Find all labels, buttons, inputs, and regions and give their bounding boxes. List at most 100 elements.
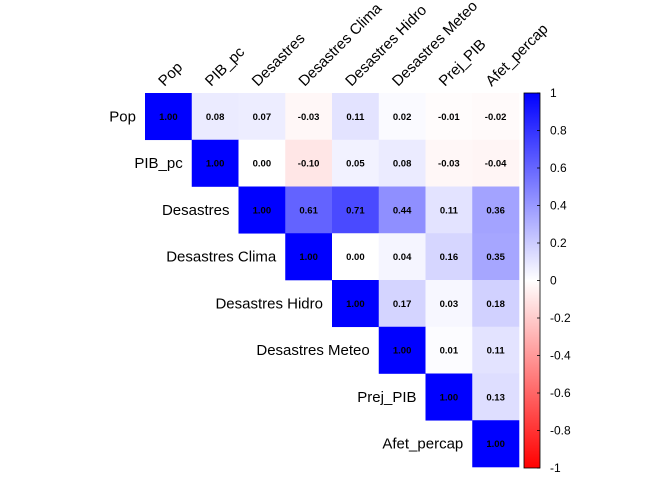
column-label: PIB_pc	[202, 43, 249, 90]
column-label: Desastres Hidro	[342, 2, 430, 90]
row-label: Desastres Hidro	[215, 295, 323, 312]
heatmap-cell	[285, 139, 333, 187]
cell-value-label: 1.00	[159, 112, 178, 123]
cell-value-label: -0.03	[438, 159, 460, 170]
legend-tick-label: 0.6	[550, 161, 567, 175]
cell-value-label: 1.00	[299, 252, 318, 263]
row-label: PIB_pc	[134, 155, 183, 172]
heatmap-cell	[238, 139, 286, 187]
heatmap-cell	[332, 93, 380, 141]
heatmap-cell	[425, 93, 473, 141]
cell-value-label: 0.11	[346, 112, 365, 123]
cell-value-label: 1.00	[206, 159, 225, 170]
cell-value-label: -0.01	[438, 112, 460, 123]
legend-tick-label: -0.6	[550, 386, 571, 400]
heatmap-cell	[191, 139, 239, 187]
cell-value-label: 1.00	[440, 392, 459, 403]
cell-value-label: 0.16	[440, 252, 459, 263]
row-label: Prej_PIB	[357, 389, 416, 406]
heatmap-cell	[425, 373, 473, 421]
heatmap-cell	[285, 93, 333, 141]
cell-value-label: -0.03	[298, 112, 320, 123]
cell-value-label: 1.00	[346, 299, 365, 310]
cell-value-label: -0.04	[485, 159, 507, 170]
heatmap-cell	[472, 326, 520, 374]
row-label: Desastres Clima	[166, 249, 277, 266]
cell-value-label: 0.05	[346, 159, 365, 170]
legend-tick-label: -0.8	[550, 424, 571, 438]
cell-value-label: 0.36	[486, 205, 505, 216]
heatmap-cell	[378, 139, 426, 187]
heatmap-cell	[378, 326, 426, 374]
cell-value-label: 0.11	[487, 346, 506, 357]
cell-value-label: 0.71	[346, 205, 365, 216]
heatmap-cell	[378, 233, 426, 281]
cell-value-label: 0.17	[393, 299, 412, 310]
legend-colorbar	[524, 93, 540, 468]
heatmap-cell	[145, 93, 193, 141]
cell-value-label: 0.18	[486, 299, 505, 310]
heatmap-cell	[472, 93, 520, 141]
cell-value-label: -0.10	[298, 159, 320, 170]
heatmap-cell	[285, 233, 333, 281]
cell-value-label: 0.44	[393, 205, 412, 216]
cell-value-label: 0.35	[486, 252, 505, 263]
heatmap-cell	[238, 186, 286, 234]
cell-value-label: 0.04	[393, 252, 412, 263]
heatmap-cell	[332, 186, 380, 234]
heatmap-cell	[425, 326, 473, 374]
heatmap-cell	[378, 93, 426, 141]
heatmap-cell	[472, 420, 520, 468]
heatmap-cell	[472, 373, 520, 421]
heatmap-cell	[332, 233, 380, 281]
row-label: Desastres Meteo	[256, 342, 369, 359]
cell-value-label: 0.61	[299, 205, 318, 216]
cell-value-label: 0.08	[206, 112, 225, 123]
color-legend: 1 0.8 0.6 0.4 0.2 0 -0.2 -0.4 -0.6 -0.8 -1	[523, 86, 571, 475]
cell-value-label: 0.00	[253, 159, 272, 170]
column-label: Desastres Clima	[295, 0, 385, 90]
heatmap-cells: 1.00 0.08 0.07 -0.03 0.11 0.02 -0.01 -0.02 1.00 0…	[145, 93, 520, 468]
heatmap-cell	[425, 186, 473, 234]
row-labels: Pop PIB_pc Desastres Desastres Clima Desastr…	[109, 108, 463, 452]
cell-value-label: 0.02	[393, 112, 412, 123]
legend-tick-label: -1	[550, 461, 561, 475]
heatmap-cell	[472, 280, 520, 328]
heatmap-cell	[472, 233, 520, 281]
legend-tick-label: 0.2	[550, 236, 567, 250]
cell-value-label: 0.00	[346, 252, 365, 263]
cell-value-label: 0.08	[393, 159, 412, 170]
heatmap-cell	[332, 280, 380, 328]
column-label: Pop	[155, 59, 186, 90]
legend-tick-label: -0.4	[550, 349, 571, 363]
cell-value-label: 0.07	[253, 112, 272, 123]
heatmap-cell	[332, 139, 380, 187]
heatmap-cell	[191, 93, 239, 141]
legend-tick-label: 0	[550, 274, 557, 288]
heatmap-cell	[425, 139, 473, 187]
heatmap-cell	[238, 93, 286, 141]
cell-value-label: 0.01	[440, 346, 459, 357]
legend-tick-label: 1	[550, 86, 557, 100]
heatmap-cell	[378, 280, 426, 328]
cell-value-label: -0.02	[485, 112, 507, 123]
cell-value-label: 1.00	[393, 346, 412, 357]
legend-ticks: 1 0.8 0.6 0.4 0.2 0 -0.2 -0.4 -0.6 -0.8 -1	[537, 86, 571, 475]
cell-value-label: 0.03	[440, 299, 459, 310]
legend-tick-label: 0.4	[550, 199, 567, 213]
heatmap-cell	[378, 186, 426, 234]
row-label: Desastres	[162, 202, 230, 219]
heatmap-cell	[472, 139, 520, 187]
cell-value-label: 1.00	[486, 439, 505, 450]
cell-value-label: 0.13	[486, 392, 505, 403]
heatmap-cell	[472, 186, 520, 234]
column-label: Afet_percap	[482, 21, 551, 90]
row-label: Afet_percap	[382, 436, 463, 453]
heatmap-cell	[285, 186, 333, 234]
row-label: Pop	[109, 108, 136, 125]
cell-value-label: 0.11	[440, 205, 459, 216]
heatmap-cell	[425, 233, 473, 281]
legend-tick-label: 0.8	[550, 124, 567, 138]
